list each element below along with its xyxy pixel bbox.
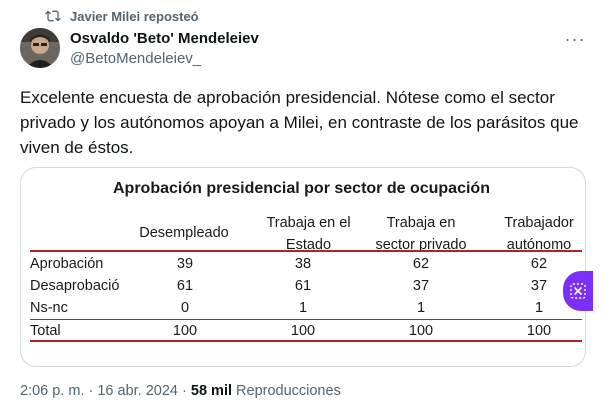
table-cell: 37: [530, 278, 548, 294]
table-cell: 39: [176, 256, 194, 272]
repost-icon: [45, 10, 61, 22]
column-header-line1: Trabaja en: [386, 215, 456, 231]
table-cell: 38: [294, 256, 312, 272]
row-label: Ns-nc: [30, 300, 68, 316]
views-count[interactable]: 58 mil: [190, 383, 232, 399]
floating-extension-button[interactable]: [563, 271, 593, 311]
table-rule-top: [30, 250, 582, 252]
views-label: Reproducciones: [232, 383, 341, 399]
author-name[interactable]: Osvaldo 'Beto' Mendeleiev: [70, 30, 259, 47]
table-cell: 100: [408, 323, 434, 339]
timestamp[interactable]: 2:06 p. m. · 16 abr. 2024 ·: [20, 383, 191, 399]
column-header: Trabaja en el Estado: [251, 212, 366, 256]
table-cell: 100: [290, 323, 316, 339]
column-header-line1: Trabaja en el: [266, 215, 351, 231]
author-handle[interactable]: @BetoMendeleiev_: [70, 50, 202, 67]
table-cell: 61: [294, 278, 312, 294]
more-options-button[interactable]: ···: [564, 28, 586, 50]
column-header-line2: autónomo: [506, 237, 572, 253]
repost-text[interactable]: Javier Milei reposteó: [70, 8, 199, 24]
table-rule-mid: [30, 319, 582, 320]
avatar[interactable]: [20, 28, 60, 68]
media-image[interactable]: Aprobación presidencial por sector de oc…: [20, 167, 586, 367]
column-header: Desempleado: [129, 222, 239, 244]
column-header-line1: Trabajador: [504, 215, 574, 231]
table-cell: 100: [172, 323, 198, 339]
table-cell: 1: [298, 300, 308, 316]
author-block: Osvaldo 'Beto' Mendeleiev @BetoMendeleie…: [70, 30, 259, 67]
row-label: Desaprobació: [30, 278, 120, 294]
table-cell: 62: [412, 256, 430, 272]
row-label: Total: [30, 323, 61, 339]
table-cell: 0: [180, 300, 190, 316]
column-header-line1: Desempleado: [139, 225, 229, 241]
table-cell: 1: [416, 300, 426, 316]
table-cell: 1: [534, 300, 544, 316]
tweet-text: Excelente encuesta de aprobación preside…: [20, 88, 579, 157]
table-rule-bottom: [30, 340, 582, 342]
table-cell: 62: [530, 256, 548, 272]
table-cell: 37: [412, 278, 430, 294]
tweet-meta: 2:06 p. m. · 16 abr. 2024 · 58 mil Repro…: [20, 383, 341, 399]
table-cell: 61: [176, 278, 194, 294]
repost-indicator: Javier Milei reposteó: [45, 8, 199, 24]
table-title: Aprobación presidencial por sector de oc…: [113, 180, 490, 197]
column-header-line2: sector privado: [375, 237, 467, 253]
table-cell: 100: [526, 323, 552, 339]
column-header: Trabaja en sector privado: [366, 212, 476, 256]
more-icon: ···: [564, 29, 586, 49]
column-header-line2: Estado: [285, 237, 332, 253]
row-label: Aprobación: [30, 256, 104, 272]
column-header: Trabajador autónomo: [489, 212, 585, 256]
avatar-image: [20, 28, 60, 68]
translate-icon: [570, 283, 586, 299]
